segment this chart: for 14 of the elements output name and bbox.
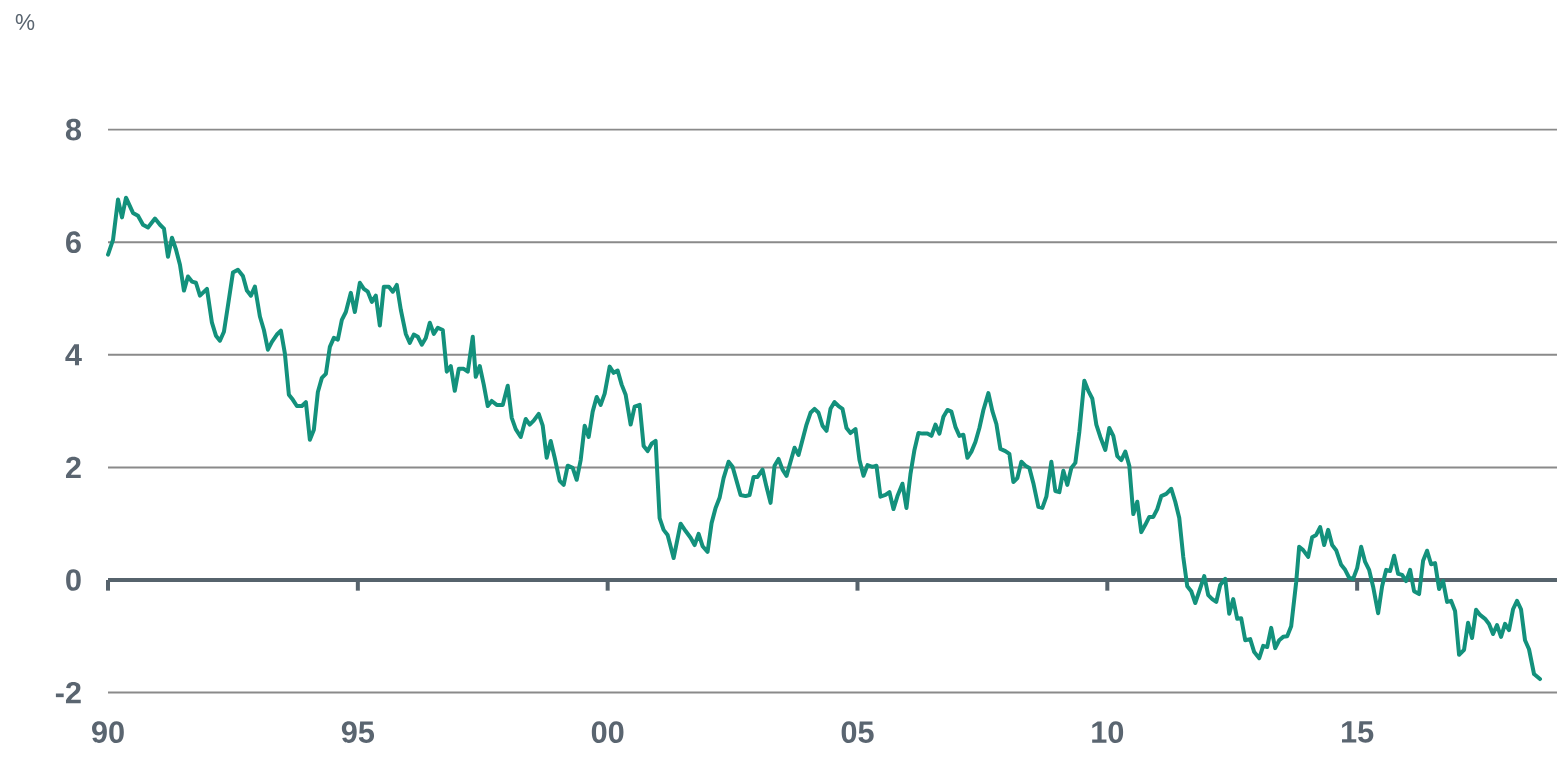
y-tick-label: 2 — [65, 456, 81, 479]
y-tick-label: 8 — [65, 118, 82, 141]
x-tick-label: 95 — [341, 721, 375, 743]
y-axis-title: % — [15, 14, 35, 30]
y-tick-label: 4 — [65, 344, 82, 366]
x-tick-label: 05 — [841, 721, 874, 743]
y-tick-label: -2 — [55, 681, 81, 704]
x-tick-label: 00 — [591, 721, 624, 743]
y-tick-label: 6 — [66, 231, 81, 254]
x-tick-label: 15 — [1342, 721, 1374, 743]
x-tick-label: 10 — [1092, 721, 1124, 743]
x-tick-label: 90 — [92, 721, 124, 743]
line-series — [106, 195, 1543, 682]
y-tick-label: 0 — [66, 569, 81, 591]
